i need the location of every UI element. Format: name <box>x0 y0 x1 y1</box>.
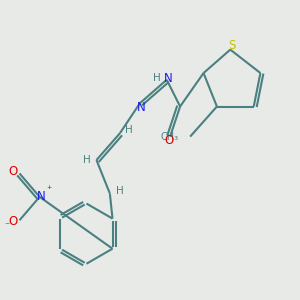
Text: ⁺: ⁺ <box>46 185 52 195</box>
Text: H: H <box>82 155 90 165</box>
Text: ⁻: ⁻ <box>4 221 9 231</box>
Text: S: S <box>228 39 236 52</box>
Text: N: N <box>164 72 173 85</box>
Text: O: O <box>165 134 174 147</box>
Text: N: N <box>137 101 146 114</box>
Text: H: H <box>116 186 124 196</box>
Text: H: H <box>125 125 133 135</box>
Text: O: O <box>9 165 18 178</box>
Text: CH₃: CH₃ <box>160 132 178 142</box>
Text: N: N <box>37 190 46 203</box>
Text: H: H <box>154 73 161 83</box>
Text: O: O <box>9 215 18 228</box>
